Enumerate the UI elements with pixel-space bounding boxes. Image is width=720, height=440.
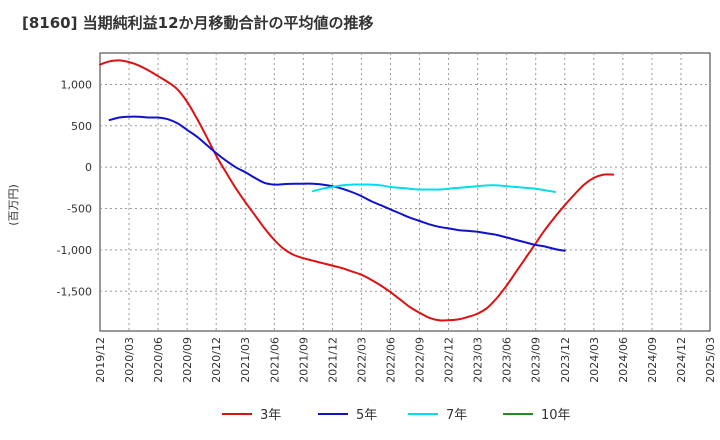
x-tick-label: 2023/12 xyxy=(559,337,572,383)
y-tick-labels: 1,000 500 0 -500 -1,000 -1,500 xyxy=(57,78,92,298)
x-tick-label: 2024/12 xyxy=(675,337,688,383)
grid-layer xyxy=(100,53,710,331)
x-tick-label: 2022/12 xyxy=(443,337,456,383)
x-tick-label: 2019/12 xyxy=(94,337,107,383)
x-tick-label: 2021/03 xyxy=(239,337,252,383)
legend-label: 10年 xyxy=(541,408,571,423)
series-line-3 xyxy=(312,183,557,193)
legend-label: 3年 xyxy=(260,408,281,423)
x-tick-label: 2024/03 xyxy=(588,337,601,383)
x-tick-label: 2021/06 xyxy=(268,337,281,383)
x-tick-label: 2023/09 xyxy=(530,337,543,383)
series-lines xyxy=(99,59,615,322)
y-tick-label: 0 xyxy=(85,161,92,174)
plot-area xyxy=(99,52,711,332)
x-tick-label: 2025/03 xyxy=(704,337,717,383)
y-tick-label: -1,000 xyxy=(57,244,92,257)
y-axis-label: (百万円) xyxy=(7,184,20,226)
x-tick-label: 2023/03 xyxy=(472,337,485,383)
x-tick-label: 2020/09 xyxy=(181,337,194,383)
legend: 3年 5年 7年 10年 xyxy=(222,408,571,423)
legend-label: 5年 xyxy=(356,408,377,423)
chart-title: [8160] 当期純利益12か月移動合計の平均値の推移 xyxy=(22,14,374,32)
x-tick-label: 2020/03 xyxy=(123,337,136,383)
x-tick-label: 2024/06 xyxy=(617,337,630,383)
y-tick-label: 1,000 xyxy=(61,78,93,91)
x-tick-label: 2020/12 xyxy=(210,337,223,383)
x-tick-label: 2024/09 xyxy=(646,337,659,383)
series-line-1 xyxy=(99,59,615,322)
x-tick-label: 2022/03 xyxy=(355,337,368,383)
y-tick-label: 500 xyxy=(71,120,92,133)
x-tick-label: 2022/06 xyxy=(384,337,397,383)
x-tick-labels: 2019/12 2020/03 2020/06 2020/09 2020/12 2021/… xyxy=(94,337,717,383)
x-tick-label: 2023/06 xyxy=(501,337,514,383)
x-tick-label: 2021/09 xyxy=(297,337,310,383)
legend-label: 7年 xyxy=(446,408,467,423)
x-tick-label: 2022/09 xyxy=(414,337,427,383)
x-tick-label: 2021/12 xyxy=(326,337,339,383)
series-line-2 xyxy=(108,115,566,252)
x-tick-label: 2020/06 xyxy=(152,337,165,383)
y-tick-label: -500 xyxy=(67,203,92,216)
y-tick-label: -1,500 xyxy=(57,285,92,298)
